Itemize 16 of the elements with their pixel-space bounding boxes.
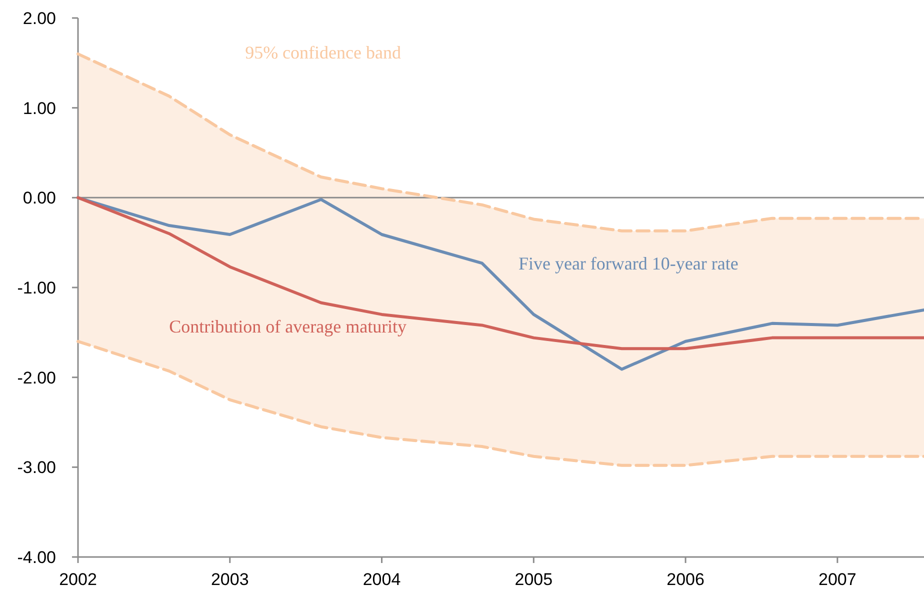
x-tick-label: 2003 [210,570,249,589]
series-label: Five year forward 10-year rate [518,254,738,274]
series-label: Contribution of average maturity [169,316,407,336]
y-tick-label: -2.00 [17,368,56,388]
x-tick-label: 2004 [362,570,401,589]
y-tick-label: -1.00 [17,278,56,298]
x-tick-label: 2007 [818,570,856,589]
y-tick-label: 2.00 [22,8,56,28]
y-tick-label: -4.00 [17,548,56,567]
x-tick-label: 2006 [666,570,704,589]
y-tick-label: 1.00 [22,98,56,118]
y-tick-label: -3.00 [17,458,56,478]
x-tick-label: 2005 [514,570,553,589]
x-tick-label: 2002 [59,570,97,589]
y-tick-label: 0.00 [22,188,56,208]
text: 95% confidence band [245,42,402,62]
